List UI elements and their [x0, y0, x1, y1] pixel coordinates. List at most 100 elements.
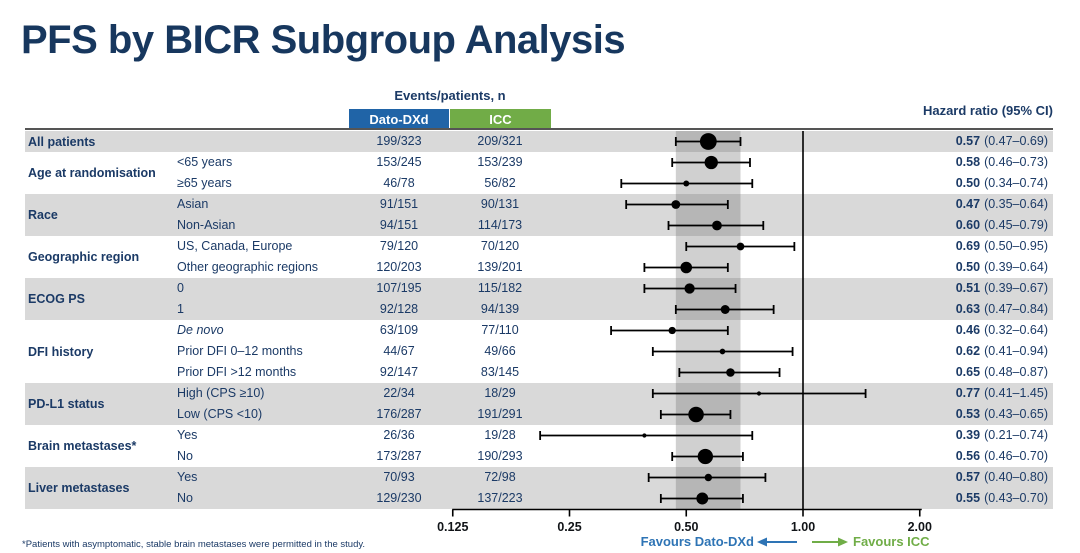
dato-events-patients: 94/151: [379, 218, 419, 232]
hr-value: 0.53: [955, 407, 981, 421]
ci-text: (0.47–0.84): [984, 302, 1048, 316]
dato-events-patients: 46/78: [383, 176, 415, 190]
header-rule: [25, 128, 1053, 130]
subgroup-block: All patients 199/323 209/321 0.57 (0.47–0.69…: [25, 131, 1053, 152]
table-row: 0 107/195 115/182 0.51 (0.39–0.67): [25, 278, 1053, 299]
favours-left-arrow-head: [757, 537, 767, 547]
axis-tick-label: 0.25: [557, 520, 581, 534]
dato-events-patients: 153/245: [376, 155, 422, 169]
hr-value: 0.56: [955, 449, 981, 463]
arm-header-dato-dxd: Dato-DXd: [349, 109, 450, 130]
dato-events-patients: 70/93: [383, 470, 415, 484]
subgroup-block: Age at randomisation <65 years 153/245 153/…: [25, 152, 1053, 194]
subgroup-table: All patients 199/323 209/321 0.57 (0.47–0.69…: [25, 131, 1053, 509]
ci-text: (0.40–0.80): [984, 470, 1048, 484]
subgroup-category-label: Brain metastases*: [28, 439, 137, 453]
icc-events-patients: 114/173: [477, 218, 523, 232]
hazard-ratio-cell: 0.50 (0.39–0.64): [956, 257, 1048, 278]
subgroup-value-label: <65 years: [177, 155, 233, 169]
hazard-ratio-cell: 0.77 (0.41–1.45): [956, 383, 1048, 404]
subgroup-block: DFI history De novo 63/109 77/110 0.46 (0.32–…: [25, 320, 1053, 383]
table-row: Yes 26/36 19/28 0.39 (0.21–0.74): [25, 425, 1053, 446]
dato-events-patients: 92/128: [379, 302, 419, 316]
dato-events-patients: 63/109: [379, 323, 419, 337]
hr-value: 0.50: [955, 176, 981, 190]
table-row: <65 years 153/245 153/239 0.58 (0.46–0.73): [25, 152, 1053, 173]
footnote: *Patients with asymptomatic, stable brai…: [22, 539, 366, 550]
ci-text: (0.48–0.87): [984, 365, 1048, 379]
subgroup-block: Race Asian 91/151 90/131 0.47 (0.35–0.64) Non-…: [25, 194, 1053, 236]
subgroup-value-label: Non-Asian: [177, 218, 236, 232]
hr-value: 0.77: [955, 386, 981, 400]
ci-text: (0.47–0.69): [984, 134, 1048, 148]
hr-value: 0.57: [955, 134, 981, 148]
hr-value: 0.39: [955, 428, 981, 442]
subgroup-value-label: ≥65 years: [177, 176, 232, 190]
hazard-ratio-cell: 0.62 (0.41–0.94): [956, 341, 1048, 362]
icc-events-patients: 19/28: [484, 428, 516, 442]
dato-events-patients: 91/151: [379, 197, 419, 211]
ci-text: (0.41–1.45): [984, 386, 1048, 400]
hr-value: 0.58: [955, 155, 981, 169]
hr-value: 0.55: [955, 491, 981, 505]
ci-text: (0.35–0.64): [984, 197, 1048, 211]
axis-tick-label: 1.00: [791, 520, 815, 534]
favours-dato-label: Favours Dato-DXd: [640, 534, 754, 549]
ci-text: (0.39–0.64): [984, 260, 1048, 274]
table-row: Other geographic regions 120/203 139/201 0.…: [25, 257, 1053, 278]
dato-events-patients: 26/36: [383, 428, 415, 442]
hazard-ratio-cell: 0.58 (0.46–0.73): [956, 152, 1048, 173]
dato-events-patients: 173/287: [376, 449, 422, 463]
subgroup-value-label: De novo: [177, 323, 224, 337]
dato-events-patients: 199/323: [376, 134, 422, 148]
ci-text: (0.43–0.65): [984, 407, 1048, 421]
table-row: Asian 91/151 90/131 0.47 (0.35–0.64): [25, 194, 1053, 215]
table-row: No 173/287 190/293 0.56 (0.46–0.70): [25, 446, 1053, 467]
subgroup-value-label: No: [177, 491, 193, 505]
subgroup-value-label: Other geographic regions: [177, 260, 319, 274]
hr-value: 0.62: [955, 344, 981, 358]
events-patients-header: Events/patients, n: [394, 88, 506, 103]
table-row: Low (CPS <10) 176/287 191/291 0.53 (0.43–0.6…: [25, 404, 1053, 425]
subgroup-value-label: 0: [177, 281, 184, 295]
dato-events-patients: 22/34: [383, 386, 415, 400]
hazard-ratio-cell: 0.47 (0.35–0.64): [956, 194, 1048, 215]
table-row: Prior DFI 0–12 months 44/67 49/66 0.62 (0.41…: [25, 341, 1053, 362]
page-title: PFS by BICR Subgroup Analysis: [21, 18, 626, 62]
hr-value: 0.46: [955, 323, 981, 337]
dato-events-patients: 120/203: [376, 260, 422, 274]
subgroup-value-label: No: [177, 449, 193, 463]
hazard-ratio-cell: 0.63 (0.47–0.84): [956, 299, 1048, 320]
icc-events-patients: 139/201: [477, 260, 523, 274]
icc-events-patients: 70/120: [480, 239, 520, 253]
subgroup-value-label: High (CPS ≥10): [177, 386, 265, 400]
icc-events-patients: 83/145: [480, 365, 520, 379]
dato-events-patients: 129/230: [376, 491, 422, 505]
axis-tick-label: 0.125: [437, 520, 468, 534]
table-row: US, Canada, Europe 79/120 70/120 0.69 (0.50–…: [25, 236, 1053, 257]
favours-right-arrow-head: [838, 537, 848, 547]
icc-events-patients: 137/223: [477, 491, 523, 505]
dato-events-patients: 107/195: [376, 281, 422, 295]
hr-value: 0.50: [955, 260, 981, 274]
ci-text: (0.39–0.67): [984, 281, 1048, 295]
hr-value: 0.57: [955, 470, 981, 484]
hazard-ratio-cell: 0.56 (0.46–0.70): [956, 446, 1048, 467]
hr-value: 0.47: [955, 197, 981, 211]
subgroup-value-label: Prior DFI 0–12 months: [177, 344, 303, 358]
ci-text: (0.50–0.95): [984, 239, 1048, 253]
icc-events-patients: 190/293: [477, 449, 523, 463]
icc-events-patients: 49/66: [484, 344, 516, 358]
table-row: Yes 70/93 72/98 0.57 (0.40–0.80): [25, 467, 1053, 488]
ci-text: (0.46–0.70): [984, 449, 1048, 463]
subgroup-value-label: Low (CPS <10): [177, 407, 263, 421]
table-row: Prior DFI >12 months 92/147 83/145 0.65 (0.4…: [25, 362, 1053, 383]
subgroup-value-label: Yes: [177, 470, 198, 484]
hazard-ratio-cell: 0.51 (0.39–0.67): [956, 278, 1048, 299]
hazard-ratio-cell: 0.69 (0.50–0.95): [956, 236, 1048, 257]
hazard-ratio-cell: 0.50 (0.34–0.74): [956, 173, 1048, 194]
arm-header-icc: ICC: [450, 109, 551, 130]
subgroup-category-label: Geographic region: [28, 250, 140, 264]
icc-events-patients: 191/291: [477, 407, 523, 421]
hazard-ratio-cell: 0.57 (0.40–0.80): [956, 467, 1048, 488]
